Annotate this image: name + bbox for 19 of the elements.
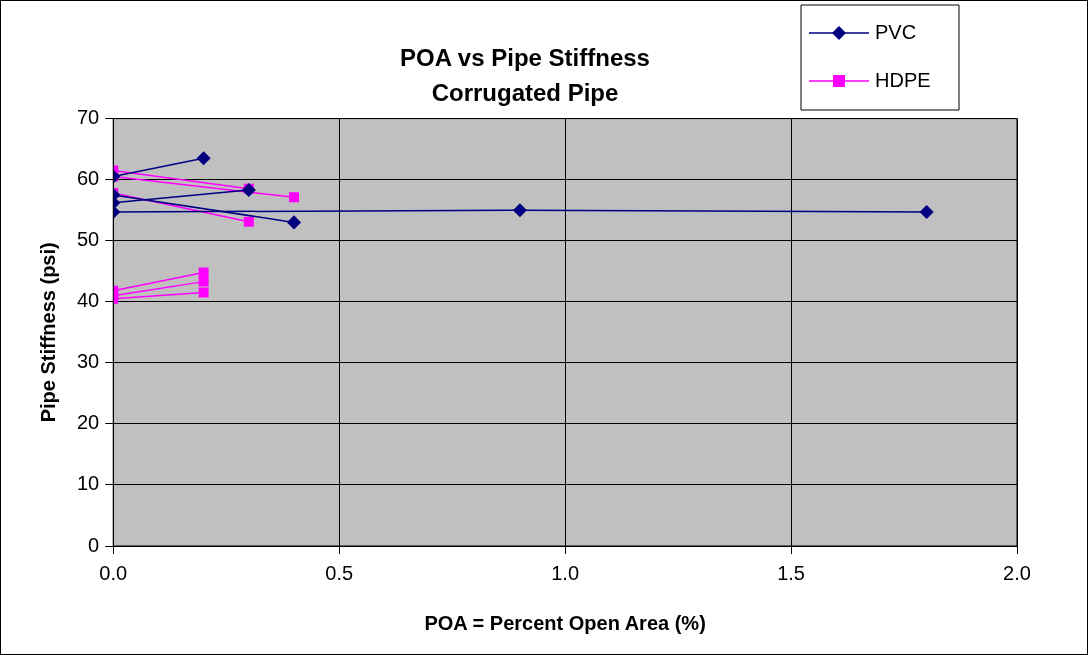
legend-label: PVC (875, 20, 917, 43)
x-tick-label: 0.5 (325, 561, 354, 584)
y-tick-label: 0 (88, 533, 100, 556)
chart-subtitle: Corrugated Pipe (431, 78, 619, 106)
y-tick-label: 20 (77, 411, 100, 434)
y-axis-title: Pipe Stiffness (psi) (36, 242, 59, 423)
legend-label: HDPE (875, 68, 931, 91)
x-tick-label: 0.0 (99, 561, 128, 584)
x-tick-label: 1.5 (777, 561, 805, 584)
y-tick-label: 50 (77, 228, 100, 251)
y-tick-label: 60 (77, 167, 100, 190)
y-tick-label: 70 (77, 106, 100, 129)
y-tick-label: 30 (77, 350, 100, 373)
x-tick-label: 2.0 (1003, 561, 1031, 584)
y-tick-label: 40 (77, 289, 100, 312)
y-tick-label: 10 (77, 472, 100, 495)
x-axis-title: POA = Percent Open Area (%) (424, 611, 706, 634)
x-tick-label: 1.0 (551, 561, 580, 584)
chart-title: POA vs Pipe Stiffness (400, 44, 650, 72)
